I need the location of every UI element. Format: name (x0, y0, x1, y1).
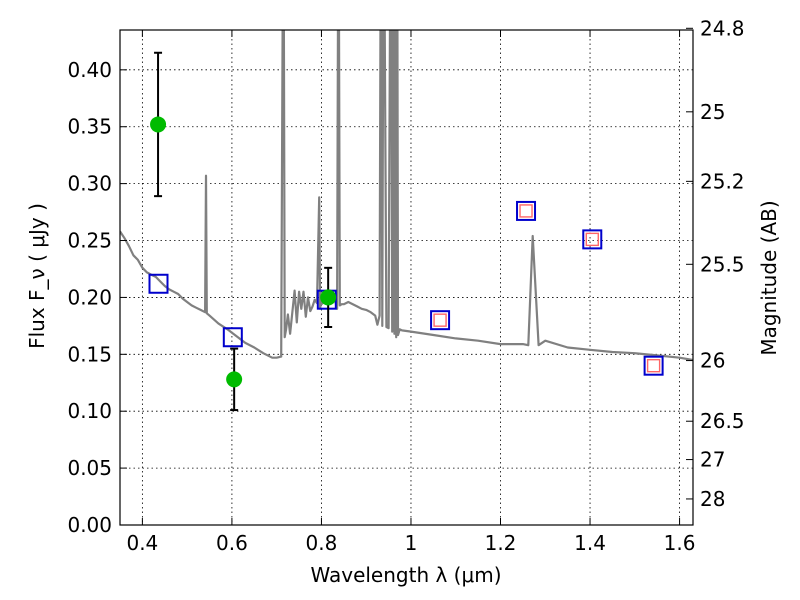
inner-photometry-square (585, 232, 599, 247)
grid (120, 30, 693, 526)
model-photometry-square (148, 273, 169, 294)
y-tick-label: 0.30 (67, 172, 112, 196)
model-photometry-square (430, 310, 451, 331)
x-tick-label: 1.4 (574, 531, 606, 555)
model-photometry-square (582, 229, 603, 250)
plot-area (120, 30, 693, 412)
observed-point (150, 116, 167, 133)
y-tick-label: 0.25 (67, 229, 112, 253)
x-tick-label: 0.8 (306, 531, 338, 555)
y2-tick-label: 27 (700, 448, 725, 472)
y-tick-label: 0.35 (67, 115, 112, 139)
y2-tick-label: 26.5 (700, 409, 745, 433)
y2-tick-label: 28 (700, 487, 725, 511)
axis-ticks: 0.4 0.6 0.8 1 1.2 1.4 1.6 0.00 0.05 0.10 0.15 0.20 0… (67, 16, 744, 555)
y-tick-label: 0.40 (67, 58, 112, 82)
x-tick-label: 1.2 (485, 531, 517, 555)
y-tick-label: 0.20 (67, 285, 112, 309)
y-axis-label: Flux F_ν ( μJy ) (25, 203, 49, 349)
observed-point (320, 289, 337, 306)
y-tick-label: 0.00 (67, 513, 112, 537)
y2-tick-label: 26 (700, 349, 725, 373)
x-tick-label: 0.4 (126, 531, 158, 555)
model-photometry-square (643, 355, 664, 376)
y2-tick-label: 25.2 (700, 169, 745, 193)
y-tick-label: 0.15 (67, 342, 112, 366)
y2-tick-label: 25 (700, 100, 725, 124)
model-photometry-square (516, 200, 537, 221)
observed-point (226, 371, 243, 388)
spectrum-line (120, 30, 693, 362)
x-tick-label: 1 (405, 531, 418, 555)
x-axis-label: Wavelength λ (μm) (310, 563, 501, 587)
inner-photometry-square (646, 358, 661, 373)
model-photometry-square (222, 327, 243, 348)
y-tick-label: 0.10 (67, 399, 112, 423)
inner-photometry-square (433, 313, 447, 327)
y-tick-label: 0.05 (67, 456, 112, 480)
plot-frame (119, 29, 694, 526)
x-tick-label: 1.6 (664, 531, 696, 555)
axes-frame (119, 29, 694, 526)
y2-tick-label: 25.5 (700, 252, 745, 276)
inner-photometry-square (519, 204, 533, 218)
y2-axis-label: Magnitude (AB) (757, 200, 781, 355)
y2-tick-label: 24.8 (700, 16, 745, 40)
x-tick-label: 0.6 (216, 531, 248, 555)
